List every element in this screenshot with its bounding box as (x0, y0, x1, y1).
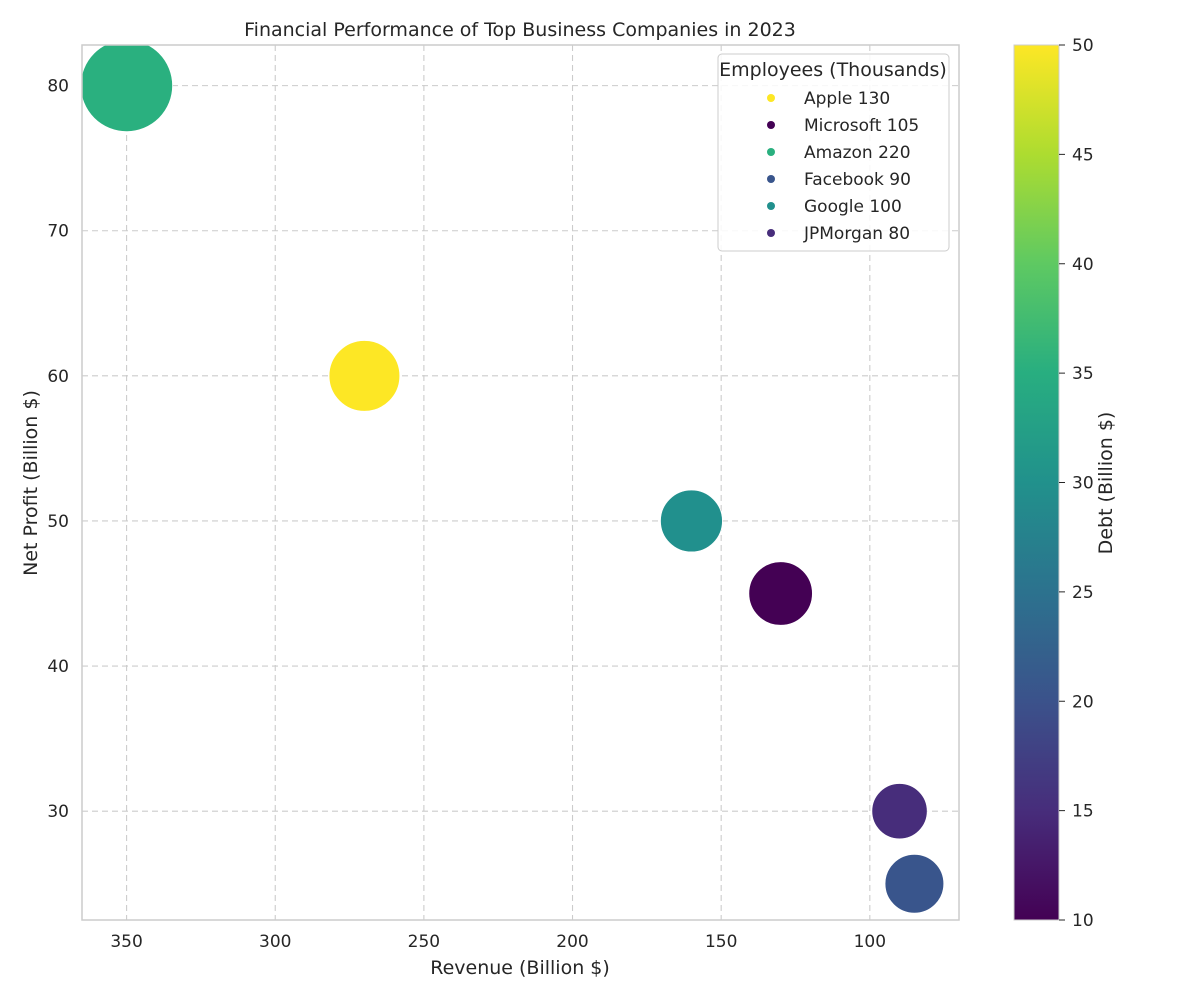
legend-marker-jpmorgan (767, 229, 775, 237)
y-tick-label: 40 (47, 657, 69, 677)
y-tick-label: 70 (47, 222, 69, 242)
colorbar-tick-label: 45 (1072, 145, 1094, 165)
y-tick-label: 50 (47, 512, 69, 532)
x-tick-label: 300 (259, 932, 291, 952)
bubble-google (660, 489, 723, 553)
legend-marker-amazon (767, 148, 775, 156)
x-tick-label: 200 (556, 932, 588, 952)
legend-label: Microsoft 105 (804, 116, 919, 136)
legend-marker-microsoft (767, 121, 775, 129)
y-axis-label: Net Profit (Billion $) (20, 390, 42, 576)
bubble-microsoft (748, 561, 813, 626)
colorbar-gradient (1013, 44, 1060, 921)
colorbar-tick-label: 35 (1072, 364, 1094, 384)
bubble-amazon (82, 45, 173, 133)
x-tick-label: 150 (705, 932, 737, 952)
legend-label: Apple 130 (804, 89, 890, 109)
x-tick-label: 350 (110, 932, 142, 952)
legend-label: Google 100 (804, 197, 902, 217)
legend-marker-google (767, 202, 775, 210)
y-tick-label: 80 (47, 77, 69, 97)
y-tick-label: 30 (47, 802, 69, 822)
legend-label: JPMorgan 80 (803, 224, 910, 244)
colorbar-tick-label: 40 (1072, 255, 1094, 275)
legend-label: Amazon 220 (804, 143, 911, 163)
legend-label: Facebook 90 (804, 170, 911, 190)
colorbar-label: Debt (Billion $) (1095, 412, 1117, 555)
x-axis-label: Revenue (Billion $) (430, 957, 610, 979)
colorbar-tick-label: 15 (1072, 802, 1094, 822)
legend-marker-apple (767, 94, 775, 102)
legend-box (717, 53, 950, 252)
chart-title: Financial Performance of Top Business Co… (244, 19, 796, 41)
data-points (82, 45, 945, 914)
x-axis-ticks: 350 300 250 200 150 100 (110, 932, 886, 952)
colorbar: 10 15 20 25 30 35 40 45 50 Debt (Billion $) (1013, 36, 1117, 931)
legend: Employees (Thousands) Apple 130 Microsoft… (717, 53, 950, 252)
bubble-facebook (884, 853, 945, 914)
colorbar-tick-label: 10 (1072, 911, 1094, 931)
colorbar-tick-label: 50 (1072, 36, 1094, 56)
legend-marker-facebook (767, 175, 775, 183)
x-tick-label: 100 (854, 932, 886, 952)
bubble-apple (328, 340, 401, 412)
plot-frame (81, 44, 960, 921)
y-axis-ticks: 30 40 50 60 70 80 (47, 77, 69, 823)
colorbar-tick-label: 30 (1072, 474, 1094, 494)
legend-title: Employees (Thousands) (719, 59, 947, 81)
colorbar-tick-label: 25 (1072, 583, 1094, 603)
colorbar-tick-label: 20 (1072, 692, 1094, 712)
bubble-jpmorgan (871, 783, 928, 840)
x-tick-label: 250 (408, 932, 440, 952)
y-tick-label: 60 (47, 367, 69, 387)
